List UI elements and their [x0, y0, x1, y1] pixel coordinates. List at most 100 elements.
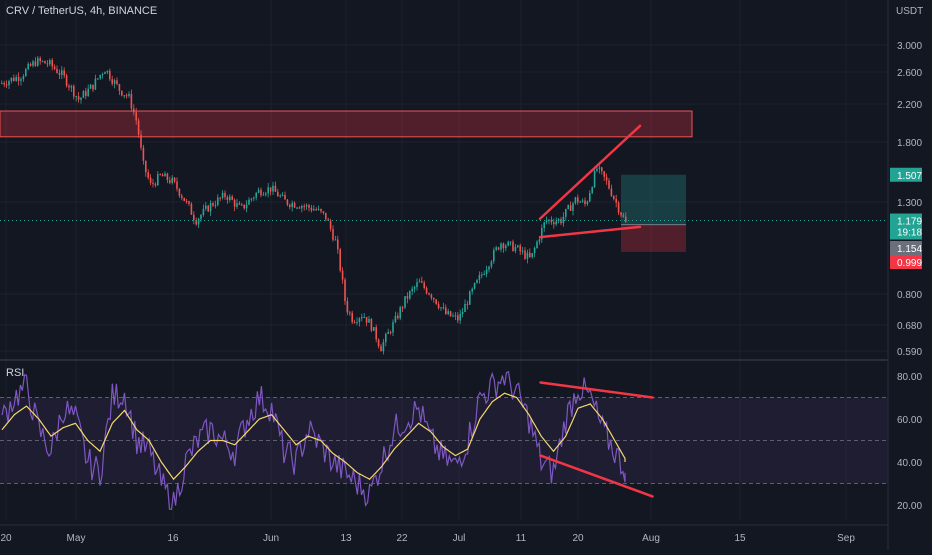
candle-body: [41, 61, 44, 63]
candle-body: [68, 85, 70, 88]
price-axis-label: 0.800: [897, 290, 922, 301]
candle-body: [197, 218, 200, 225]
long-position-tool[interactable]: [0, 174, 888, 252]
candle-body: [217, 197, 219, 206]
candle-body: [135, 112, 137, 121]
candle-body: [238, 203, 241, 205]
current-price-tag-bg: [890, 213, 922, 240]
candle-body: [80, 97, 82, 100]
candle-body: [92, 84, 94, 90]
candle-body: [625, 216, 627, 223]
candle-body: [485, 269, 488, 275]
candle-body: [435, 299, 437, 305]
candle-body: [289, 204, 291, 208]
time-axis[interactable]: 20 May 16 Jun 13 22 Jul 11 20 Aug 15 Sep: [0, 0, 889, 550]
candle-body: [202, 208, 205, 215]
candle-body: [154, 183, 157, 186]
target-price-tag-bg: [890, 167, 922, 182]
candle-body: [130, 93, 133, 109]
candle-body: [620, 212, 622, 216]
candle-body: [51, 60, 53, 67]
entry-price-tag-bg: [890, 241, 922, 255]
candle-body: [329, 220, 332, 229]
candle-body: [99, 74, 101, 79]
candle-body: [466, 303, 469, 305]
candle-body: [243, 204, 245, 209]
candle-body: [262, 194, 265, 196]
candle-body: [375, 327, 377, 340]
candle-body: [298, 207, 301, 209]
candle-body: [46, 63, 49, 65]
candle-body: [488, 266, 490, 270]
time-axis-label: 22: [396, 533, 408, 544]
candle-body: [365, 316, 368, 323]
price-axis-label: 1.300: [897, 198, 922, 209]
candle-body: [241, 204, 243, 206]
candle-body: [315, 209, 317, 211]
candle-body: [572, 203, 574, 211]
candle-body: [495, 247, 497, 250]
candle-body: [22, 76, 25, 80]
candle-body: [219, 197, 221, 199]
candles-layer: [1, 55, 627, 355]
candle-body: [591, 187, 593, 194]
candle-body: [569, 205, 572, 211]
candle-body: [301, 206, 303, 209]
candle-body: [418, 281, 421, 283]
candle-body: [464, 303, 466, 313]
candle-body: [121, 90, 123, 96]
trendline: [538, 225, 642, 239]
candle-body: [101, 74, 104, 76]
price-axis-label: 1.800: [897, 138, 922, 149]
candle-body: [541, 228, 543, 240]
candle-body: [224, 192, 226, 198]
candle-body: [519, 245, 521, 252]
price-trendlines[interactable]: [538, 124, 642, 239]
candle-body: [476, 279, 478, 284]
candle-body: [265, 193, 267, 195]
candle-body: [543, 222, 545, 229]
candle-body: [61, 70, 63, 75]
candle-body: [212, 203, 214, 206]
rsi-axis-label: 20.00: [897, 501, 922, 512]
candle-body: [409, 291, 411, 299]
rsi-axis-label: 40.00: [897, 458, 922, 469]
candle-body: [425, 287, 428, 294]
candle-body: [502, 243, 505, 249]
candle-body: [317, 208, 320, 210]
candle-body: [193, 214, 195, 221]
time-axis-label: May: [67, 533, 86, 544]
candle-body: [452, 315, 454, 317]
rsi-axis[interactable]: 80.00 60.00 40.00 20.00: [897, 372, 922, 512]
candle-body: [32, 61, 34, 66]
candle-body: [483, 274, 485, 276]
time-axis-label: Aug: [642, 533, 660, 544]
price-axis[interactable]: 3.000 2.600 2.200 1.800 1.300 0.800 0.680 0.590: [897, 41, 922, 358]
candle-body: [605, 176, 608, 181]
candle-body: [277, 191, 279, 197]
time-axis-label: 15: [734, 533, 746, 544]
candle-body: [382, 342, 385, 352]
candle-body: [209, 203, 212, 212]
candle-body: [281, 194, 284, 196]
candle-body: [363, 316, 365, 318]
candle-body: [387, 331, 389, 334]
candle-body: [447, 311, 449, 315]
candle-body: [617, 202, 620, 213]
candle-body: [560, 219, 562, 224]
candle-body: [53, 66, 56, 69]
candle-body: [142, 147, 145, 161]
candle-body: [449, 311, 452, 317]
candle-body: [608, 180, 610, 189]
candle-body: [622, 215, 625, 217]
candle-body: [149, 177, 152, 183]
candle-body: [75, 96, 77, 98]
candle-body: [596, 168, 598, 171]
candle-body: [406, 296, 409, 299]
candle-body: [85, 91, 87, 96]
candle-body: [589, 193, 591, 202]
candle-body: [533, 248, 536, 254]
countdown-tag: 19:18: [897, 228, 922, 239]
